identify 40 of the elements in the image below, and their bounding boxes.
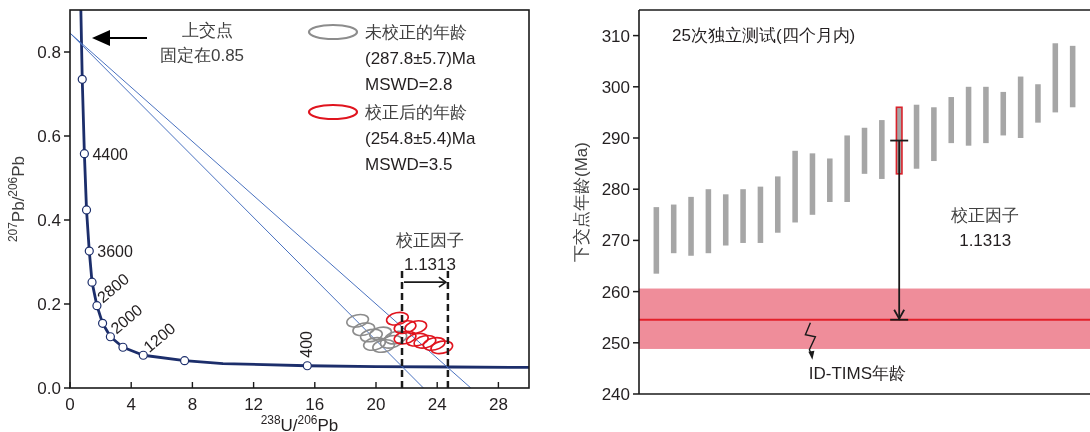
annotation: 校正因子 [950,206,1020,226]
annotation: (254.8±5.4)Ma [365,129,476,148]
y-tick-label: 290 [601,129,630,148]
y-tick-label: 0.0 [37,379,61,398]
x-tick-label: 20 [366,395,386,414]
y-tick-label: 260 [601,282,630,302]
x-tick-label: 28 [488,395,508,414]
y-tick-label: 250 [601,333,630,353]
band-label: ID-TIMS年龄 [808,363,907,383]
x-tick-label: 12 [244,395,264,414]
annotation: 1.1313 [403,255,456,275]
annotation: 1.1313 [959,231,1012,251]
y-tick-label: 300 [601,77,630,97]
annotation: MSWD=2.8 [365,75,453,94]
y-tick-label: 0.8 [37,43,61,62]
x-tick-label: 8 [187,395,198,414]
legend-label: 未校正的年龄 [365,23,467,42]
y-tick-label: 0.4 [37,211,61,230]
x-tick-label: 16 [305,395,325,414]
annotation: 校正因子 [394,231,464,251]
legend-label: 校正后的年龄 [364,103,467,122]
annotation: 4400 [92,145,129,163]
y-tick-label: 240 [601,385,630,404]
y-tick-label: 280 [601,180,630,200]
y-tick-label: 310 [601,26,630,46]
y-tick-label: 270 [601,231,630,251]
annotation: 400 [298,330,316,358]
x-axis-title: $^{238}$U/$^{206}$Pb [260,413,339,432]
y-axis-title: 下交点年龄(Ma) [572,142,591,262]
x-tick-label: 4 [126,395,136,414]
annotation: 上交点 [181,21,233,40]
annotation: 3600 [97,243,133,261]
x-tick-label: 24 [427,395,447,414]
y-tick-label: 0.2 [37,295,61,314]
x-tick-label: 0 [65,395,75,414]
annotation: (287.8±5.7)Ma [365,49,476,68]
y-tick-label: 0.6 [37,127,61,146]
annotation: 固定在0.85 [159,46,245,65]
annotation: MSWD=3.5 [365,155,453,174]
annotation: 25次独立测试(四个月内) [672,26,856,45]
